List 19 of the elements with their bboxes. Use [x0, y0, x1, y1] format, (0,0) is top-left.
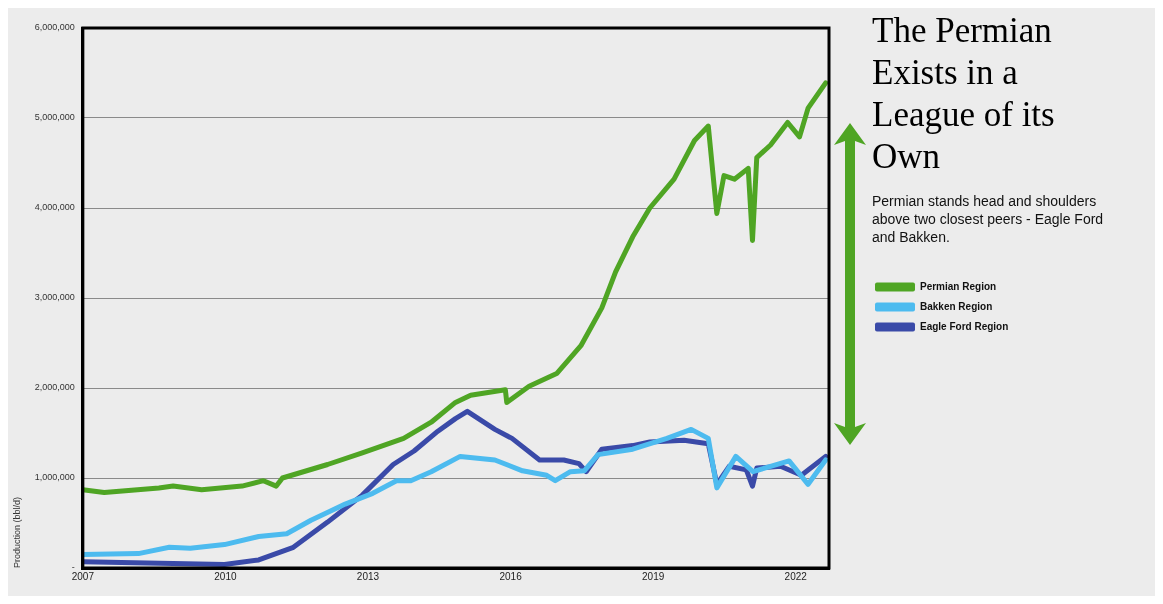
x-tick-label: 2013	[356, 570, 380, 582]
legend-label: Permian Region	[920, 280, 997, 292]
y-tick-label: 3,000,000	[34, 292, 75, 303]
y-tick-label: 6,000,000	[34, 22, 75, 33]
y-tick-label: -	[71, 562, 75, 573]
text: The Permian Exists in a League of its Own	[872, 10, 1056, 178]
legend-label: Bakken Region	[920, 300, 993, 312]
y-tick-label: 5,000,000	[34, 112, 75, 123]
x-tick-label: 2010	[214, 570, 237, 582]
x-tick-label: 2016	[499, 570, 523, 582]
legend-label: Eagle Ford Region	[920, 320, 1009, 332]
x-tick-label: 2019	[642, 570, 665, 582]
x-tick-label: 2022	[784, 570, 808, 582]
y-tick-label: 2,000,000	[34, 382, 75, 393]
text: Permian stands head and shoulders above two closest peers - Eagle Ford and Bakken.	[872, 192, 1105, 246]
x-tick-label: 2007	[71, 570, 95, 582]
y-tick-label: 4,000,000	[34, 202, 75, 213]
y-tick-label: 1,000,000	[34, 472, 75, 483]
y-axis-title: Production (bbl/d)	[11, 496, 22, 568]
